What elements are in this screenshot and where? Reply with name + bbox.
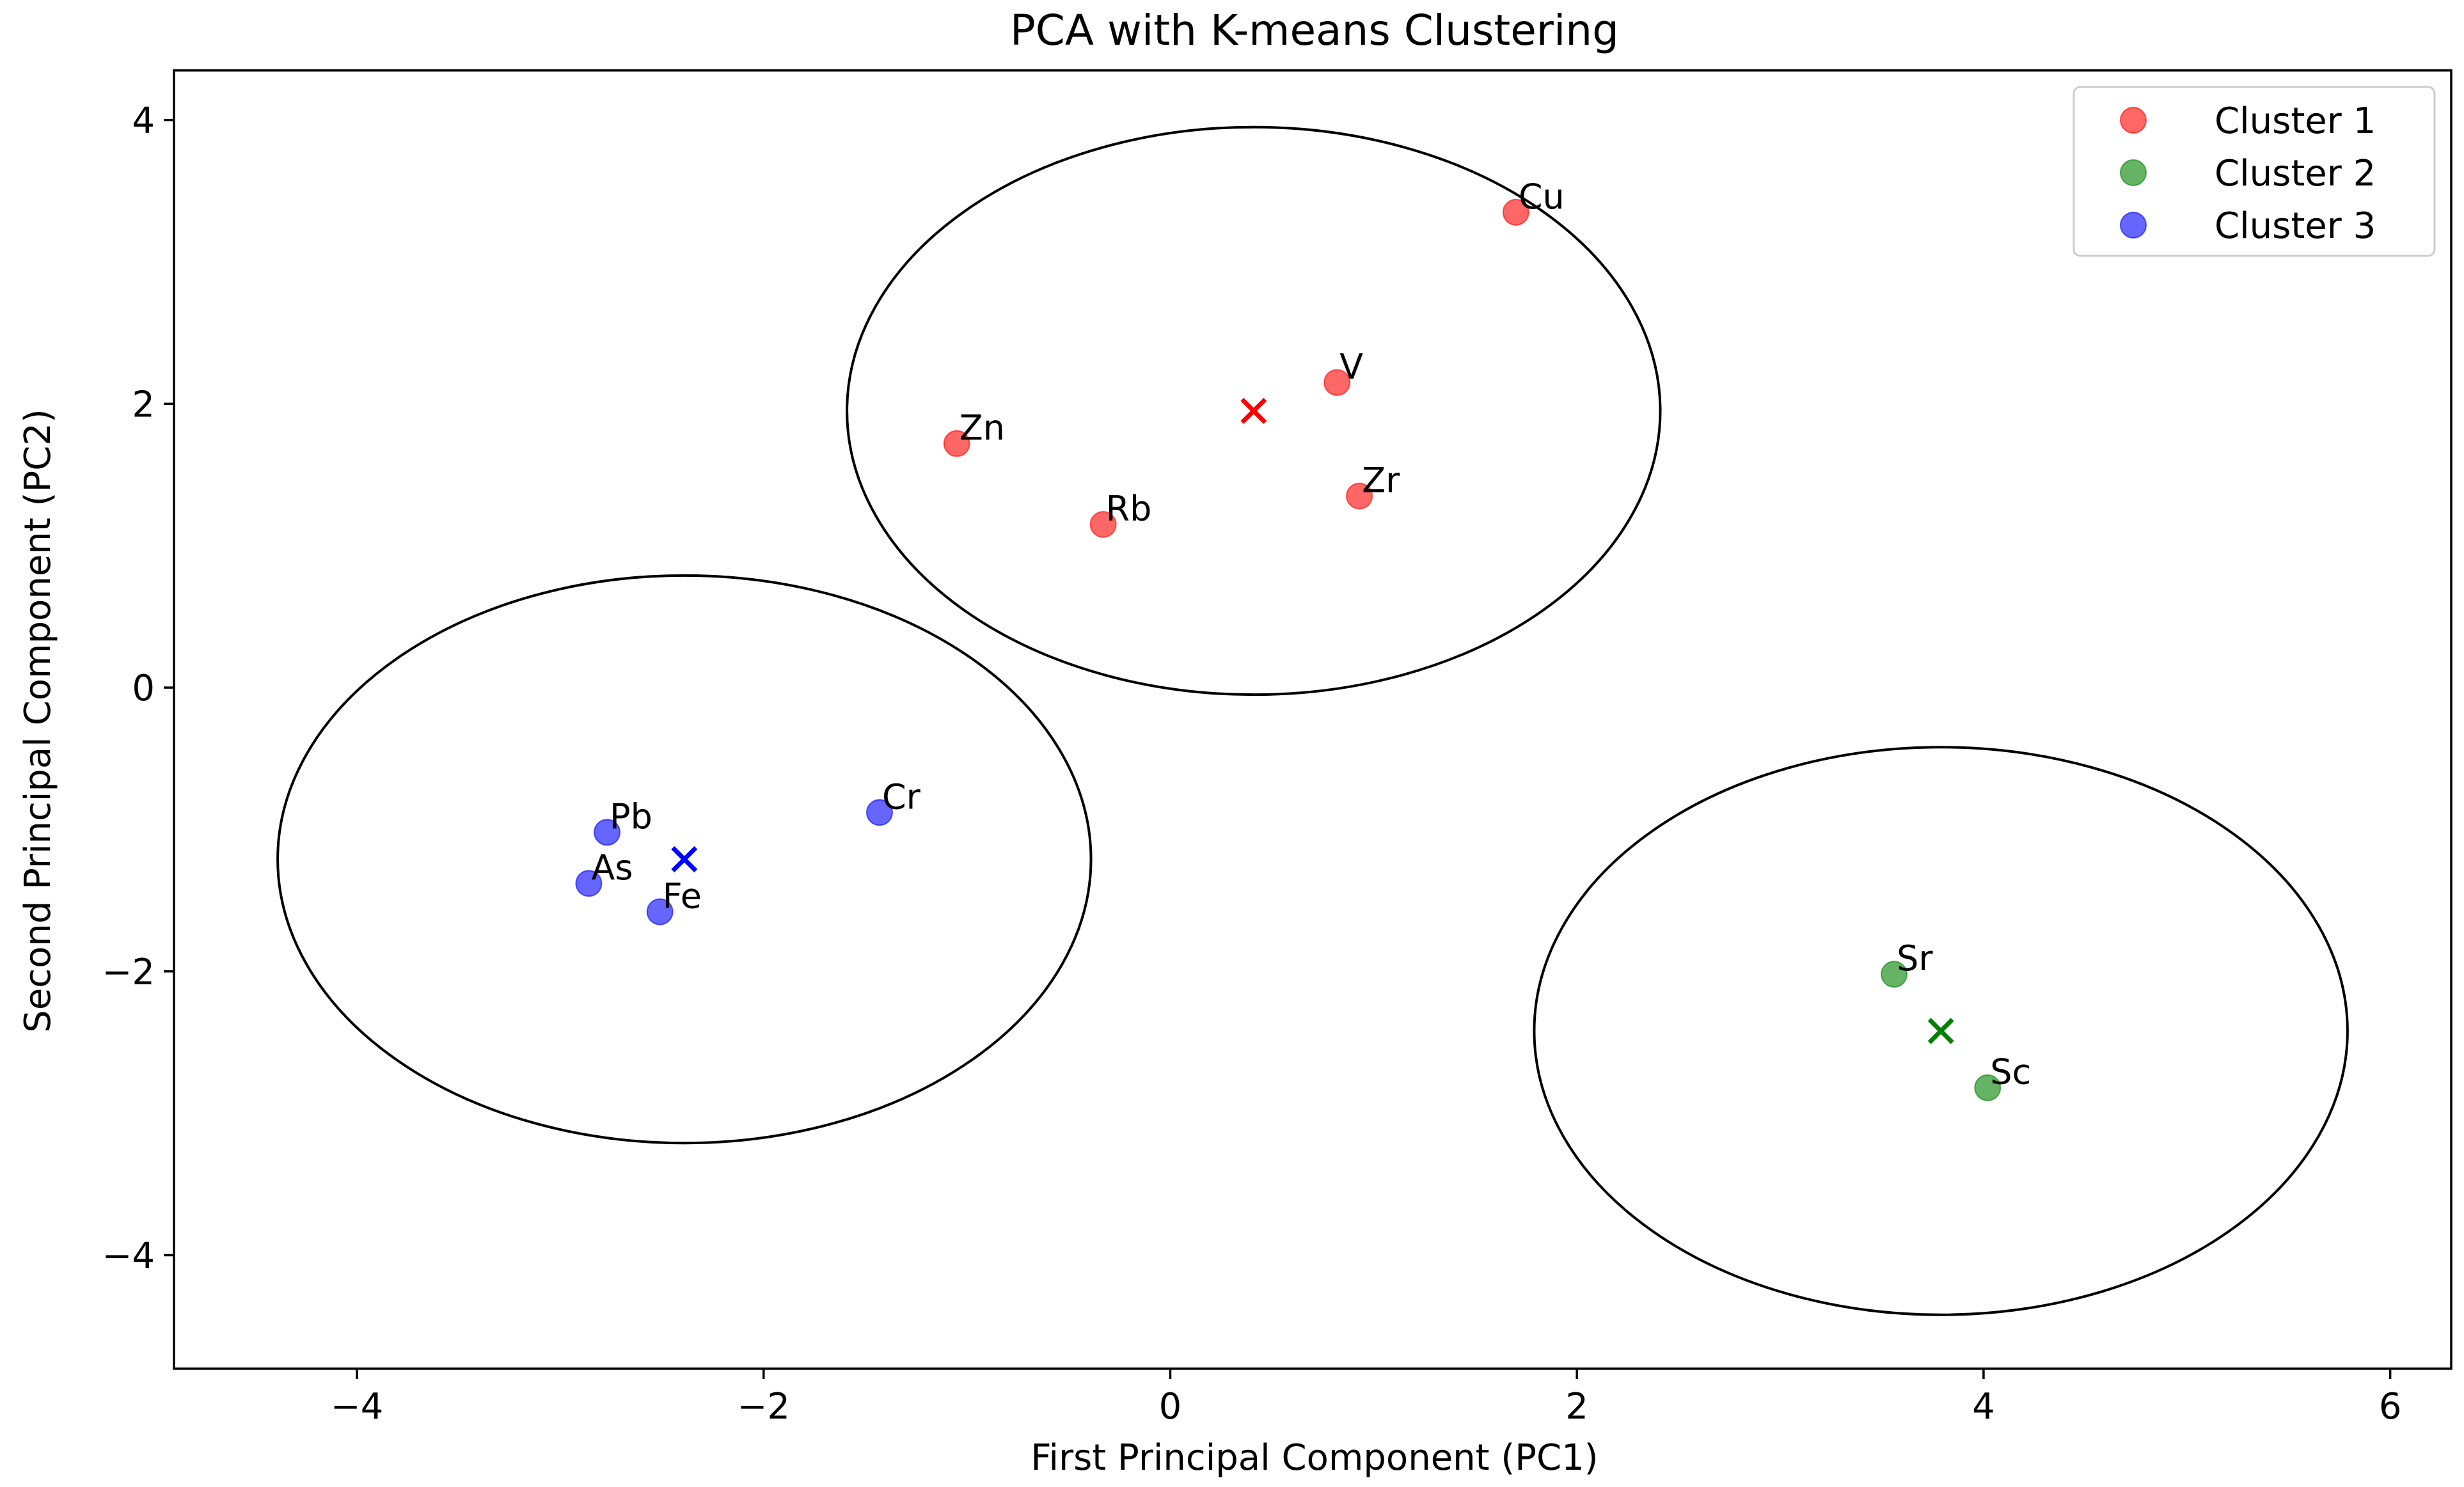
- legend-marker-2: [2120, 159, 2147, 186]
- point-sr[interactable]: [1881, 961, 1908, 988]
- point-label-sr: Sr: [1897, 938, 1933, 979]
- point-v[interactable]: [1323, 369, 1351, 397]
- centroid-marker-1: [1240, 397, 1267, 424]
- y-tick-label: 2: [132, 384, 155, 425]
- x-tick-label: 0: [1159, 1386, 1182, 1428]
- y-tick-label: 4: [132, 100, 155, 142]
- centroid-stroke: [671, 846, 698, 873]
- legend-marker-1: [2120, 107, 2147, 134]
- point-cr[interactable]: [865, 799, 893, 826]
- x-tick-label: −4: [331, 1386, 384, 1428]
- point-zr[interactable]: [1346, 482, 1373, 510]
- point-label-pb: Pb: [610, 796, 652, 837]
- y-tick-label: −2: [102, 952, 155, 993]
- x-tick-label: 4: [1972, 1386, 1995, 1428]
- point-label-zn: Zn: [960, 407, 1005, 448]
- point-label-as: As: [591, 847, 633, 888]
- centroid-marker-3: [671, 846, 698, 873]
- centroid-stroke: [1927, 1018, 1954, 1044]
- x-tick-label: 2: [1565, 1386, 1588, 1428]
- point-label-fe: Fe: [663, 876, 702, 917]
- legend-box: [2073, 86, 2436, 257]
- legend-label-2: Cluster 2: [2215, 153, 2376, 194]
- legend-label-1: Cluster 1: [2215, 100, 2376, 142]
- point-cu[interactable]: [1502, 198, 1529, 226]
- point-sc[interactable]: [1974, 1074, 2002, 1101]
- point-fe[interactable]: [646, 898, 674, 925]
- x-tick-label: 6: [2379, 1386, 2402, 1428]
- point-label-sc: Sc: [1990, 1052, 2031, 1092]
- cluster-boundary-2: [1533, 746, 2349, 1316]
- point-as[interactable]: [575, 870, 603, 897]
- legend-marker-3: [2120, 212, 2147, 239]
- centroid-stroke: [1240, 397, 1267, 424]
- point-rb[interactable]: [1089, 510, 1117, 538]
- cluster-boundary-3: [276, 574, 1093, 1145]
- y-axis-label: Second Principal Component (PC2): [17, 409, 59, 1032]
- chart-title: PCA with K-means Clustering: [1010, 6, 1619, 55]
- point-label-v: V: [1339, 347, 1363, 387]
- point-label-cu: Cu: [1519, 177, 1565, 217]
- legend-label-3: Cluster 3: [2215, 205, 2376, 247]
- y-tick-label: −4: [102, 1236, 155, 1277]
- y-tick-label: 0: [132, 668, 155, 709]
- centroid-marker-2: [1927, 1018, 1954, 1044]
- cluster-boundary-1: [846, 125, 1662, 696]
- plot-frame: [173, 69, 2452, 1370]
- x-tick-label: −2: [738, 1386, 791, 1428]
- legend: Cluster 1 Cluster 2 Cluster 3: [2073, 86, 2436, 257]
- point-label-zr: Zr: [1362, 460, 1400, 501]
- x-axis-label: First Principal Component (PC1): [1031, 1437, 1598, 1479]
- point-pb[interactable]: [594, 819, 621, 846]
- point-label-rb: Rb: [1106, 489, 1152, 529]
- plot-layer: Cu V Zn Zr Rb Sr Sc Pb As Fe Cr −4 −2 0 2 4 6 −4 −2 0 2 4 Clus…: [102, 69, 2452, 1428]
- point-label-cr: Cr: [882, 776, 921, 817]
- point-zn[interactable]: [943, 430, 970, 457]
